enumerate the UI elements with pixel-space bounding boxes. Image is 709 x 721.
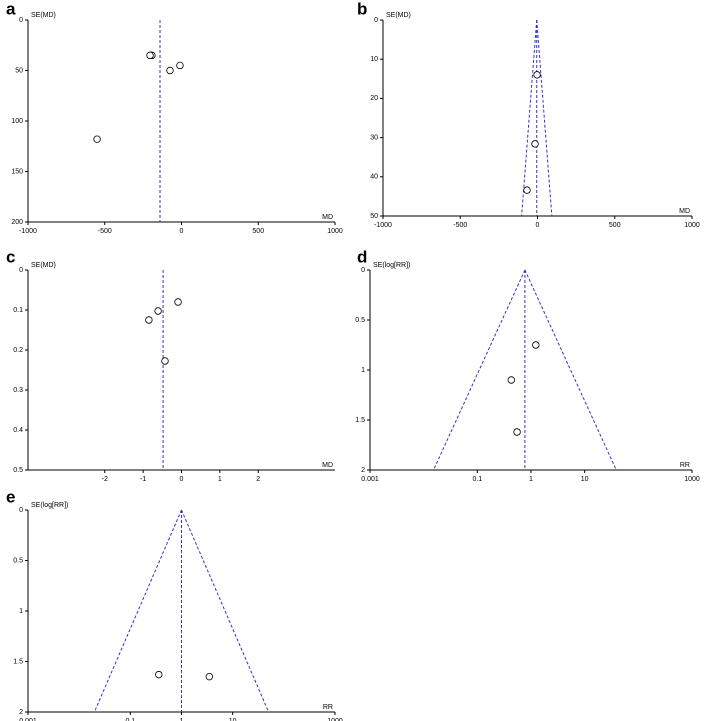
x-tick-label: 0 [180,476,184,483]
x-tick-label: -1 [140,476,146,483]
y-tick-label: 200 [11,219,23,226]
funnel-line [524,269,617,471]
x-tick-label: 0.1 [125,718,135,721]
y-tick-label: 0.5 [13,467,23,474]
study-point [93,135,101,143]
x-axis-label: MD [322,462,333,469]
y-axis-label: SE(log[RR]) [373,262,410,269]
y-axis-label: SE(MD) [31,12,56,19]
study-point [531,140,539,148]
y-tick-label: 0.2 [13,347,23,354]
x-tick-label: -1000 [374,222,392,229]
study-point [532,341,540,349]
study-point [513,428,521,436]
x-tick-label: -500 [98,228,112,235]
x-axis-label: RR [323,704,333,711]
y-tick-label: 40 [370,174,378,181]
x-axis-label: RR [680,462,690,469]
x-axis-label: MD [679,208,690,215]
study-point [155,670,163,679]
y-tick-label: 0.4 [13,427,23,434]
y-tick-label: 0.5 [355,317,365,324]
study-point [154,307,162,315]
x-tick-label: 1 [218,476,222,483]
x-tick-label: 500 [609,222,621,229]
y-tick-label: 0.1 [13,307,23,314]
y-tick-label: 0 [374,17,378,24]
x-tick-label: 1000 [684,476,700,483]
x-tick-label: -2 [102,476,108,483]
y-tick-label: 2 [361,467,365,474]
y-tick-label: 0.5 [13,557,23,564]
study-point [205,672,214,681]
study-point [507,376,516,384]
funnel-line [536,19,553,217]
y-tick-label: 50 [15,67,23,74]
y-tick-label: 1 [361,367,365,374]
x-tick-label: 1 [529,476,533,483]
x-tick-label: 0.001 [361,476,379,483]
x-tick-label: 10 [581,476,589,483]
y-tick-label: 100 [11,118,23,125]
y-tick-label: 1.5 [355,417,365,424]
y-axis-label: SE(log[RR]) [31,502,68,509]
x-tick-label: 1 [180,718,184,721]
y-tick-label: 150 [11,168,23,175]
panel-letter: a [6,0,16,18]
x-tick-label: -500 [453,222,467,229]
funnel-line [181,509,270,713]
funnel-line [93,509,182,713]
panel-letter: c [6,247,15,266]
study-point [166,66,174,75]
y-tick-label: 0.3 [13,387,23,394]
y-tick-label: 20 [370,95,378,102]
x-axis-label: MD [322,214,333,221]
study-point [533,71,541,79]
study-point [161,357,169,365]
x-tick-label: 2 [256,476,260,483]
study-point [146,51,154,60]
x-tick-label: 0.1 [472,476,482,483]
y-tick-label: 0 [361,267,365,274]
panel-letter: b [357,0,367,18]
study-point [145,316,153,324]
y-tick-label: 2 [19,709,23,716]
x-tick-label: 500 [252,228,264,235]
y-tick-label: 0 [19,267,23,274]
funnel-line [433,269,526,471]
y-tick-label: 0 [19,17,23,24]
x-tick-label: 0 [536,222,540,229]
x-tick-label: 10 [229,718,237,721]
x-tick-label: -1000 [19,228,37,235]
x-tick-label: 0 [180,228,184,235]
y-tick-label: 10 [370,56,378,63]
panel-letter: e [6,487,15,506]
x-tick-label: 1000 [327,228,343,235]
y-tick-label: 1.5 [13,658,23,665]
x-tick-label: 0.001 [19,718,37,721]
funnel-line [521,19,538,217]
study-point [523,186,531,194]
y-axis-label: SE(MD) [386,12,411,19]
y-axis-label: SE(MD) [31,262,56,269]
y-tick-label: 1 [19,608,23,615]
y-tick-label: 30 [370,134,378,141]
panel-letter: d [357,247,367,266]
x-tick-label: 1000 [684,222,700,229]
study-point [174,298,182,306]
x-tick-label: 1000 [327,718,343,721]
y-tick-label: 50 [370,213,378,220]
study-point [176,61,184,70]
y-tick-label: 0 [19,507,23,514]
